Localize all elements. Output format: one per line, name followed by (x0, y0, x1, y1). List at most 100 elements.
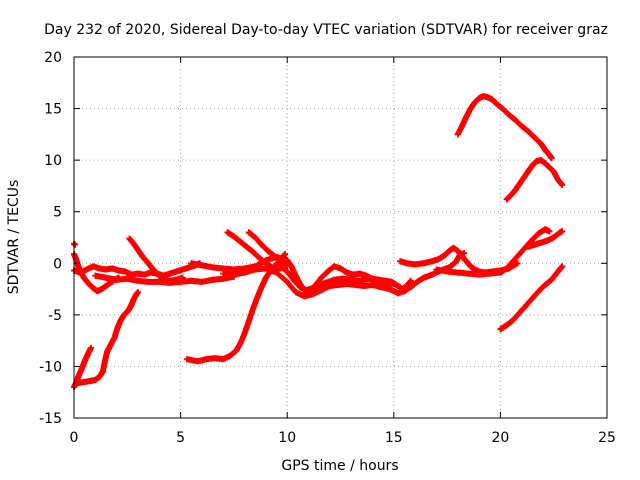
data-point (476, 271, 483, 278)
data-point (512, 116, 519, 123)
data-point (542, 281, 549, 288)
data-point (550, 168, 557, 175)
data-point (303, 287, 310, 294)
data-point (130, 240, 137, 247)
data-point (412, 261, 419, 268)
data-point (188, 277, 195, 284)
series-arc-flat-3 (433, 226, 553, 278)
data-point (503, 322, 510, 329)
data-point (288, 263, 295, 270)
data-point (318, 274, 325, 281)
data-point (497, 269, 504, 276)
data-point (533, 158, 540, 165)
data-point (230, 271, 237, 278)
data-point (390, 280, 397, 287)
data-point (309, 291, 316, 298)
data-point (99, 368, 106, 375)
data-point (252, 266, 259, 273)
series-arc-high (454, 93, 555, 162)
data-point (88, 344, 95, 351)
data-point (499, 105, 506, 112)
data-point (94, 288, 101, 295)
data-point (454, 269, 461, 276)
data-point (88, 377, 95, 384)
data-point (109, 265, 116, 272)
data-point (452, 259, 459, 266)
data-point (273, 260, 280, 267)
data-point (525, 243, 532, 250)
data-point (373, 276, 380, 283)
data-point (559, 228, 566, 235)
data-point (537, 239, 544, 246)
data-point (96, 373, 103, 380)
data-point (147, 263, 154, 270)
data-point (220, 356, 227, 363)
data-point (463, 113, 470, 120)
data-point (115, 267, 122, 274)
data-point (497, 326, 504, 333)
data-point (542, 146, 549, 153)
data-point (441, 252, 448, 259)
data-point (510, 258, 517, 265)
data-point (429, 271, 436, 278)
data-point (343, 269, 350, 276)
data-point (134, 289, 141, 296)
data-point (114, 324, 121, 331)
data-point (237, 238, 244, 245)
data-point (113, 276, 120, 283)
data-point (542, 226, 549, 233)
data-point (550, 234, 557, 241)
data-point (245, 229, 252, 236)
data-point (444, 268, 451, 275)
data-point (480, 93, 487, 100)
data-point (156, 272, 163, 279)
data-point (166, 270, 173, 277)
data-point (75, 373, 82, 380)
data-point (365, 275, 372, 282)
x-tick-label: 10 (278, 430, 296, 446)
data-point (179, 266, 186, 273)
data-point (273, 254, 280, 261)
data-point (503, 196, 510, 203)
data-point (403, 260, 410, 267)
data-point (356, 277, 363, 284)
data-point (559, 263, 566, 270)
data-point (241, 269, 248, 276)
data-point (531, 241, 538, 248)
data-point (132, 292, 139, 299)
data-point (537, 140, 544, 147)
data-point (78, 366, 85, 373)
data-point (254, 294, 261, 301)
data-point (407, 277, 414, 284)
data-point (401, 288, 408, 295)
data-point (117, 317, 124, 324)
data-point (241, 330, 248, 337)
y-tick-label: -15 (39, 411, 62, 427)
data-point (535, 230, 542, 237)
data-point (529, 295, 536, 302)
data-point (128, 301, 135, 308)
data-point (102, 282, 109, 289)
data-point (81, 378, 88, 385)
data-point (309, 285, 316, 292)
x-tick-label: 15 (385, 430, 403, 446)
data-point (546, 164, 553, 171)
data-point (126, 305, 133, 312)
axis-ticks: 0 5 10 15 20 25 -15 -10 -5 0 5 10 15 20 (39, 50, 616, 446)
data-point (226, 353, 233, 360)
data-point (145, 278, 152, 285)
data-point (284, 268, 291, 275)
data-point (256, 255, 263, 262)
data-point (450, 244, 457, 251)
data-point (514, 260, 521, 267)
data-point (237, 340, 244, 347)
data-point (548, 155, 555, 162)
data-point (152, 268, 159, 275)
data-point (420, 274, 427, 281)
data-point (324, 268, 331, 275)
data-point (516, 180, 523, 187)
data-point (535, 288, 542, 295)
y-tick-label: -10 (39, 359, 62, 375)
data-point (544, 237, 551, 244)
